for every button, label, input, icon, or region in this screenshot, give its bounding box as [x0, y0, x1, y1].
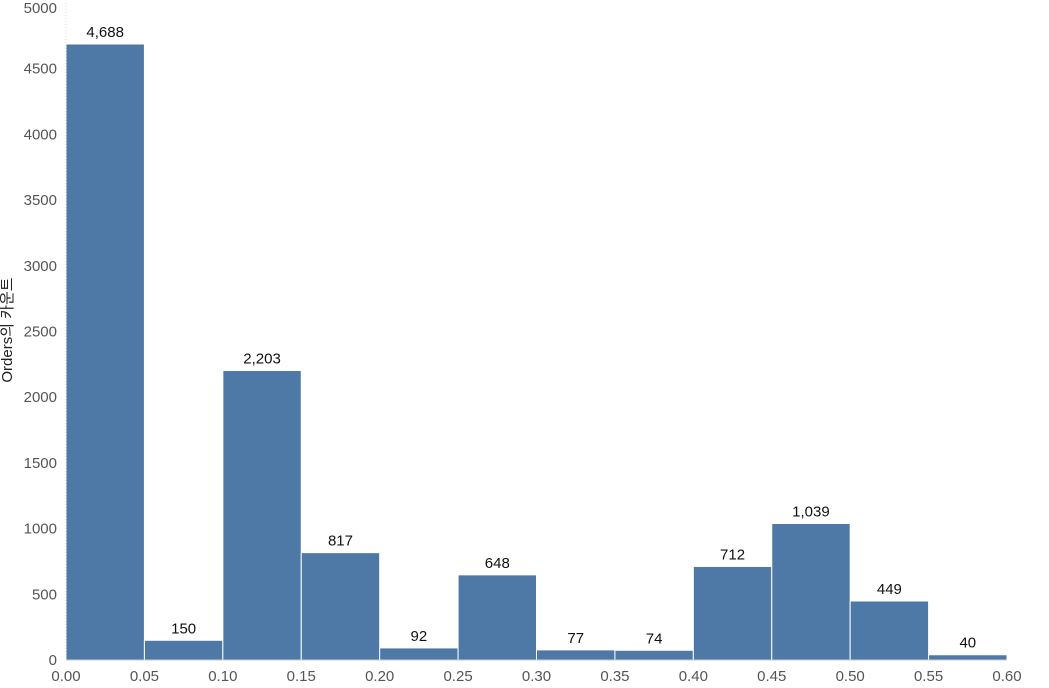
- histogram-bar[interactable]: [614, 649, 694, 661]
- x-tick-label: 0.30: [522, 668, 551, 685]
- x-tick-label: 0.60: [992, 668, 1021, 685]
- histogram-bar[interactable]: [536, 649, 616, 661]
- bar-value-label: 449: [877, 581, 902, 598]
- y-tick-label: 5000: [24, 0, 57, 17]
- x-tick-label: 0.40: [679, 668, 708, 685]
- bar-value-label: 77: [567, 630, 584, 647]
- x-axis-ticks: 0.00 0.05 0.10 0.15 0.20 0.25 0.30 0.35 0.40 0.45…: [51, 668, 1021, 685]
- histogram-bar[interactable]: [300, 552, 381, 661]
- y-tick-label: 3000: [24, 258, 57, 275]
- y-tick-label: 1000: [24, 521, 57, 538]
- y-tick-label: 2000: [24, 389, 57, 406]
- histogram-bar[interactable]: [457, 574, 538, 661]
- x-tick-label: 0.50: [836, 668, 865, 685]
- histogram-bar[interactable]: [379, 647, 459, 661]
- bar-value-label: 1,039: [792, 503, 830, 520]
- histogram-bar[interactable]: [65, 43, 145, 661]
- bar-value-label: 4,688: [86, 24, 124, 41]
- bar-value-label: 92: [411, 628, 428, 645]
- bar-labels-layer: 4,688 150 2,203 817 92 648 77 74 712 1,039 449 40: [86, 24, 976, 652]
- bar-value-label: 74: [646, 630, 663, 647]
- bar-value-label: 648: [485, 555, 510, 572]
- x-tick-label: 0.00: [51, 668, 80, 685]
- x-tick-label: 0.35: [600, 668, 629, 685]
- bars-layer: [65, 43, 1008, 661]
- x-tick-label: 0.05: [130, 668, 159, 685]
- y-axis-ticks: 0 500 1000 1500 2000 2500 3000 3500 4000 4500 5000: [24, 0, 57, 669]
- bar-value-label: 40: [959, 635, 976, 652]
- x-tick-label: 0.25: [443, 668, 472, 685]
- y-tick-label: 4500: [24, 61, 57, 78]
- bar-value-label: 2,203: [243, 351, 281, 368]
- y-tick-label: 2500: [24, 324, 57, 341]
- bar-value-label: 150: [171, 620, 196, 637]
- x-tick-label: 0.55: [914, 668, 943, 685]
- histogram-bar[interactable]: [143, 639, 224, 661]
- x-tick-label: 0.10: [208, 668, 237, 685]
- histogram-bar[interactable]: [771, 522, 851, 661]
- bar-value-label: 817: [328, 533, 353, 550]
- histogram-bar[interactable]: [849, 600, 930, 661]
- y-tick-label: 500: [32, 586, 57, 603]
- x-tick-label: 0.45: [757, 668, 786, 685]
- y-tick-label: 4000: [24, 126, 57, 143]
- histogram-bar[interactable]: [928, 654, 1008, 661]
- x-tick-label: 0.15: [287, 668, 316, 685]
- y-tick-label: 1500: [24, 455, 57, 472]
- histogram-bar[interactable]: [692, 565, 773, 661]
- histogram-bar[interactable]: [222, 370, 302, 661]
- y-tick-label: 0: [49, 652, 57, 669]
- bar-value-label: 712: [720, 546, 745, 563]
- y-axis-title: Orders의 카운트: [0, 277, 16, 382]
- x-tick-label: 0.20: [365, 668, 394, 685]
- y-tick-label: 3500: [24, 192, 57, 209]
